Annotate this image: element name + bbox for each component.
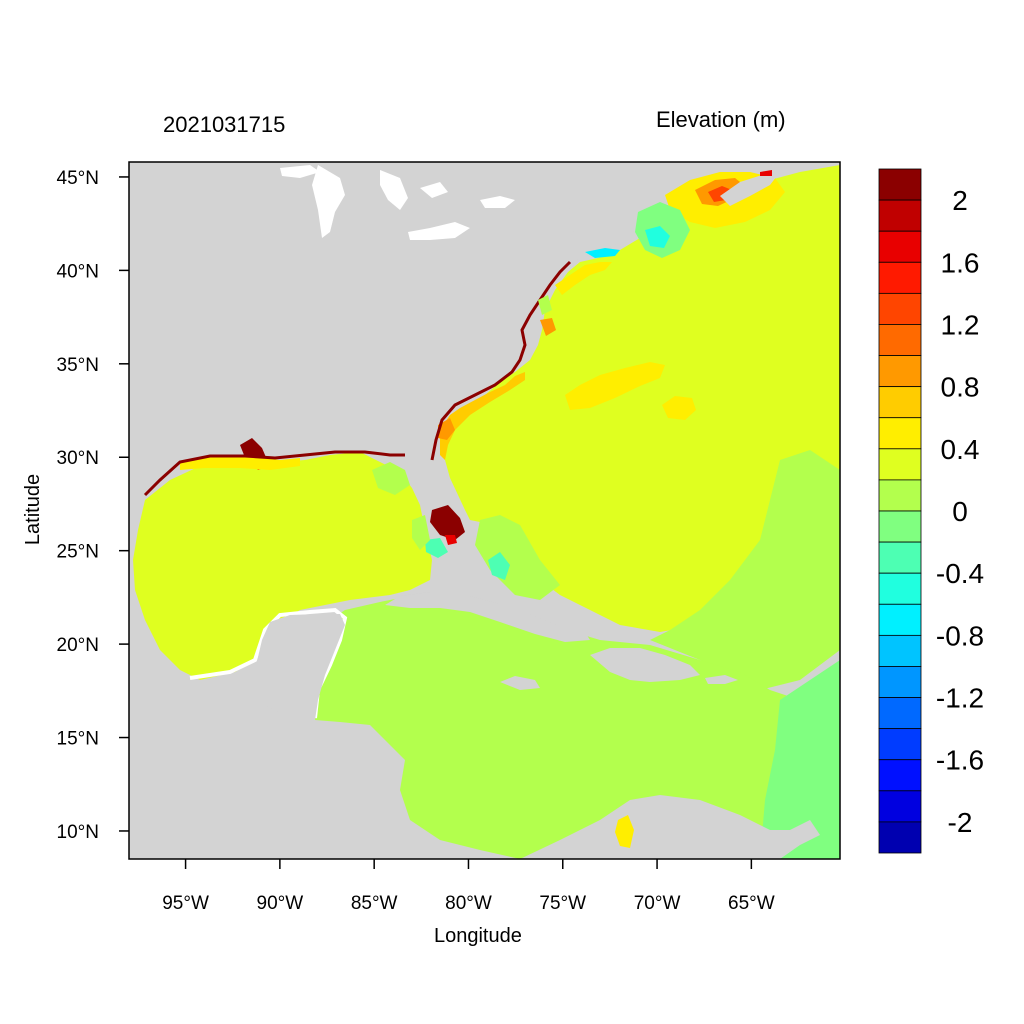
lat-tick-label: 20°N — [57, 635, 99, 656]
lat-tick-label: 15°N — [57, 729, 99, 750]
chesapeake-orange — [540, 318, 556, 336]
x-axis-label: Longitude — [434, 925, 522, 947]
lon-tick-label: 70°W — [634, 893, 681, 914]
lon-tick-label: 85°W — [351, 893, 398, 914]
gulf-coast-yellow-band — [180, 455, 300, 470]
colorbar-label: -2 — [948, 807, 973, 838]
hispaniola-land — [590, 648, 700, 682]
lake-maracaibo — [615, 815, 634, 848]
map-plot-area — [129, 162, 840, 859]
south-florida-red — [445, 535, 457, 545]
atlantic-ocean — [440, 165, 840, 632]
colorbar-swatch — [878, 292, 922, 325]
bahamas-banks — [475, 515, 560, 600]
colorbar-swatch — [878, 479, 922, 512]
colorbar: 2 1.6 1.2 0.8 0.4 0 -0.4 -0.8 -1.2 -1.6 -2 — [878, 168, 984, 854]
mid-atlantic-green — [538, 295, 552, 315]
map-title: Elevation (m) — [656, 107, 786, 132]
southeast-coast-band — [440, 372, 525, 460]
nova-scotia-red — [760, 170, 772, 176]
yucatan-land — [240, 614, 345, 720]
colorbar-label: -0.8 — [936, 620, 984, 651]
plot-frame — [128, 161, 841, 860]
cuba-land — [385, 592, 590, 642]
lon-tick-label: 75°W — [539, 893, 586, 914]
colorbar-swatch — [878, 168, 922, 201]
colorbar-swatch — [878, 355, 922, 388]
lat-tick-label: 45°N — [57, 168, 99, 189]
colorbar-swatch — [878, 728, 922, 761]
colorbar-swatch — [878, 697, 922, 730]
colorbar-swatch — [878, 821, 922, 854]
puerto-rico-land — [705, 675, 738, 684]
colorbar-label: 0.4 — [941, 434, 980, 465]
colorbar-swatch — [878, 541, 922, 574]
east-coast-surge-line — [430, 260, 572, 461]
southeast-atlantic-green — [650, 450, 840, 690]
colorbar-swatch — [878, 230, 922, 263]
florida-west-green-2 — [412, 515, 430, 550]
colorbar-label: -0.4 — [936, 558, 984, 589]
yucatan-coast — [189, 607, 348, 719]
cape-cod-cyan — [645, 226, 670, 248]
great-lakes — [280, 165, 515, 240]
jamaica-land — [500, 676, 540, 690]
bahamas-cyan — [488, 552, 510, 580]
lon-tick-label: 80°W — [445, 893, 492, 914]
northeast-coast-band — [555, 262, 612, 295]
lon-tick-label: 90°W — [257, 893, 304, 914]
colorbar-swatch — [878, 666, 922, 698]
new-england-land — [129, 162, 790, 262]
colorbar-label: 0.8 — [941, 372, 980, 403]
caribbean-sea — [315, 594, 840, 859]
colorbar-label: 1.6 — [941, 247, 980, 278]
nova-scotia-land — [720, 172, 780, 206]
south-florida-surge — [430, 505, 465, 540]
colorbar-label: 2 — [952, 185, 968, 216]
florida-bay-cyan — [425, 538, 448, 558]
colorbar-swatch — [878, 634, 922, 667]
colorbar-swatch — [878, 572, 922, 605]
date-label: 2021031715 — [163, 112, 286, 137]
colorbar-label: -1.6 — [936, 745, 984, 776]
colorbar-swatch — [878, 386, 922, 419]
gulf-of-mexico — [133, 452, 432, 680]
colorbar-swatch — [878, 603, 922, 636]
eastern-caribbean — [760, 660, 840, 859]
ocean-yellow-patch-2 — [662, 396, 696, 420]
long-island-sound — [585, 248, 620, 258]
colorbar-swatch — [878, 759, 922, 792]
colorbar-label: 0 — [952, 496, 968, 527]
lat-tick-label: 25°N — [57, 542, 99, 563]
colorbar-swatch — [878, 261, 922, 294]
gulf-coast-surge-line — [143, 450, 405, 497]
ocean-yellow-patch-1 — [565, 362, 665, 410]
colorbar-label: 1.2 — [941, 309, 980, 340]
lon-tick-label: 65°W — [728, 893, 775, 914]
colorbar-swatch — [878, 417, 922, 450]
colorbar-swatch — [878, 790, 922, 823]
lat-tick-label: 40°N — [57, 261, 99, 282]
colorbar-swatch — [878, 448, 922, 481]
lon-tick-label: 95°W — [162, 893, 209, 914]
lat-tick-label: 35°N — [57, 355, 99, 376]
colorbar-swatch — [878, 324, 922, 356]
lat-tick-label: 30°N — [57, 448, 99, 469]
florida-west-green — [372, 462, 410, 495]
south-america-land — [520, 795, 820, 859]
lat-tick-label: 10°N — [57, 822, 99, 843]
colorbar-swatch — [878, 199, 922, 232]
colorbar-swatch — [878, 510, 922, 543]
axis-ticks: 95°W 90°W 85°W 80°W 75°W 70°W 65°W 45°N 40°N 35°N… — [57, 168, 775, 914]
colorbar-label: -1.2 — [936, 683, 984, 714]
